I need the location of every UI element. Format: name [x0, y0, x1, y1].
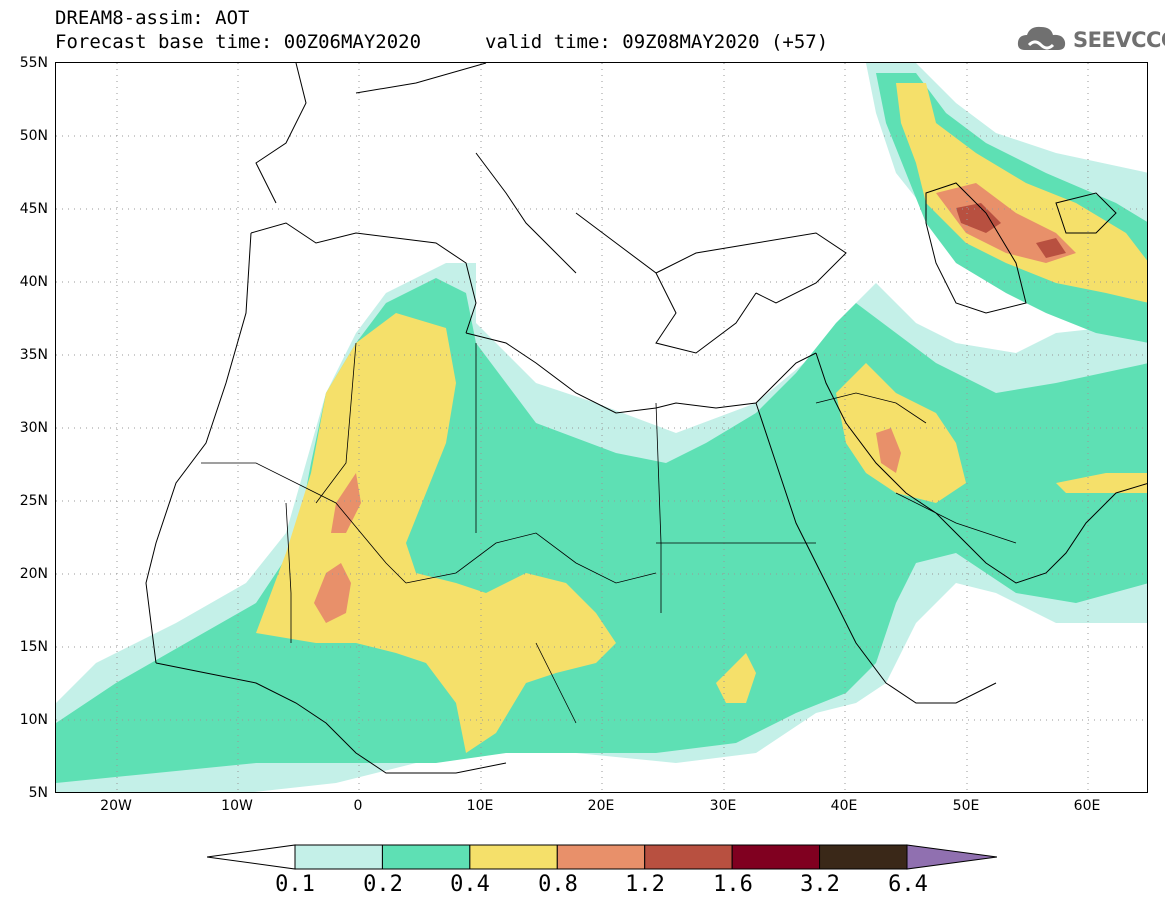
- map-title: DREAM8-assim: AOT: [55, 7, 250, 29]
- lat-label: 20N: [19, 566, 48, 582]
- coastlines: [145, 63, 1147, 774]
- lat-label: 30N: [19, 420, 48, 436]
- logo-text: SEEVCCC: [1073, 28, 1165, 52]
- lon-label: 20W: [100, 798, 132, 814]
- legend-label: 0.1: [275, 872, 315, 897]
- lon-label: 30E: [709, 798, 737, 814]
- cloud-icon: [1017, 26, 1066, 50]
- lon-label: 40E: [830, 798, 858, 814]
- legend-label: 0.4: [450, 872, 490, 897]
- lat-label: 40N: [19, 274, 48, 290]
- legend-swatch: [731, 844, 821, 870]
- legend-label: 0.8: [538, 872, 578, 897]
- legend-swatches: [294, 844, 908, 870]
- lon-label: 10W: [221, 798, 253, 814]
- legend-swatch: [644, 844, 733, 870]
- lat-label: 10N: [19, 712, 48, 728]
- aot-field: [56, 63, 1147, 792]
- lat-label: 15N: [19, 639, 48, 655]
- legend-swatch: [556, 844, 646, 870]
- legend-colorbar: [207, 844, 997, 870]
- legend-label: 1.6: [713, 872, 753, 897]
- lat-label: 45N: [19, 201, 48, 217]
- lat-label: 5N: [28, 785, 48, 801]
- legend-swatch: [819, 844, 908, 870]
- legend-max-arrow: [906, 844, 997, 870]
- lat-label: 35N: [19, 347, 48, 363]
- graticule: [56, 63, 1147, 792]
- lon-label: 0: [353, 798, 363, 814]
- legend-swatch: [469, 844, 558, 870]
- lat-label: 55N: [19, 55, 48, 71]
- legend-swatch: [381, 844, 471, 870]
- valid-time: valid time: 09Z08MAY2020 (+57): [485, 31, 829, 53]
- country-borders: [201, 342, 1017, 724]
- lon-label: 20E: [587, 798, 615, 814]
- legend-label: 6.4: [888, 872, 928, 897]
- lon-label: 50E: [952, 798, 980, 814]
- contour-0.4: [256, 83, 1147, 753]
- seevccc-logo: SEEVCCC: [1015, 22, 1165, 58]
- aot-map: [55, 62, 1148, 793]
- lat-label: 50N: [19, 128, 48, 144]
- lon-label: 10E: [466, 798, 494, 814]
- legend-label: 0.2: [363, 872, 403, 897]
- forecast-base-time: Forecast base time: 00Z06MAY2020: [55, 31, 422, 53]
- legend-swatch: [294, 844, 383, 870]
- lon-label: 60E: [1073, 798, 1101, 814]
- legend-min-arrow: [207, 844, 296, 870]
- legend-label: 1.2: [625, 872, 665, 897]
- legend-label: 3.2: [800, 872, 840, 897]
- lat-label: 25N: [19, 493, 48, 509]
